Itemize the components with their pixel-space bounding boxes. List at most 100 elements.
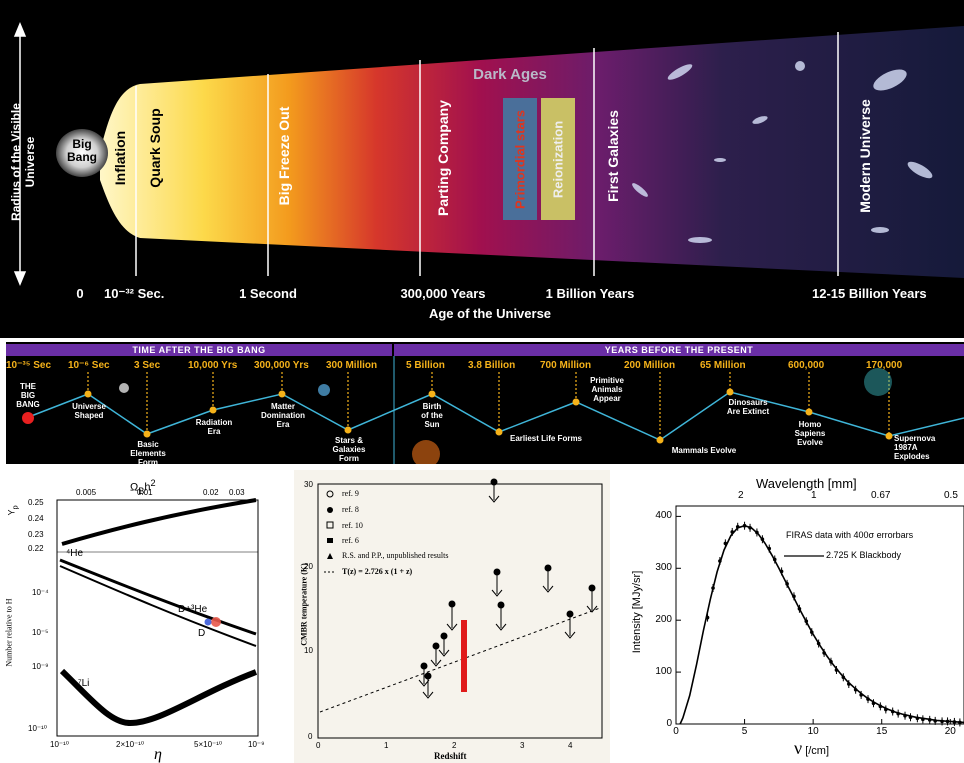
firas-x-tick-label: 10: [807, 726, 819, 737]
bbn-curve-li: ⁷Li: [78, 678, 90, 689]
strip-time-10: 200 Million: [624, 360, 676, 371]
strip-time-2: 10⁻⁶ Sec: [68, 360, 110, 371]
cosmic-history-strip: TIME AFTER THE BIG BANG YEARS BEFORE THE…: [6, 342, 964, 464]
tick-300000-years: 300,000 Years: [400, 286, 486, 301]
bbn-top-tick-4: 0.03: [229, 488, 245, 497]
firas-y-tick-label: 0: [666, 718, 672, 729]
firas-data-point: [834, 668, 839, 672]
strip-time-6: 300 Million: [326, 360, 378, 371]
strip-time-13: 170,000: [866, 360, 903, 371]
firas-chart-svg: [675, 505, 964, 727]
firas-data-point: [785, 582, 789, 586]
strip-event-dinosaurs-extinct: Dinosaurs Are Extinct: [726, 398, 770, 416]
bbn-ytick-4: 0.22: [28, 544, 44, 553]
strip-event-stars-galaxies: Stars & Galaxies Form: [332, 436, 366, 463]
cmbr-xlabel: Redshift: [434, 751, 467, 761]
bbn-top-tick-3: 0.02: [203, 488, 219, 497]
strip-event-birth-sun: Birth of the Sun: [421, 402, 443, 429]
firas-data-point: [772, 557, 777, 562]
firas-y-tick-label: 200: [655, 614, 672, 626]
firas-data-point: [735, 524, 740, 529]
firas-data-point: [908, 715, 913, 720]
bbn-ylabel-bottom: Number relative to H: [4, 598, 14, 667]
strip-time-7: 5 Billion: [406, 360, 445, 371]
firas-data-point: [705, 615, 710, 620]
firas-data-point: [853, 687, 858, 692]
firas-data-point: [884, 707, 888, 712]
firas-xlabel: ν [/cm]: [794, 738, 830, 758]
cmbr-xtick-3: 3: [520, 741, 525, 750]
firas-data-point: [748, 526, 752, 530]
firas-data-point: [890, 709, 895, 714]
firas-data-point: [921, 717, 925, 722]
bbn-ytick-1: 0.25: [28, 498, 44, 507]
bbn-xtick-1: 10⁻¹⁰: [50, 740, 69, 749]
bbn-top-tick-1: 0.005: [76, 488, 97, 497]
strip-event-earliest-life: Earliest Life Forms: [509, 434, 583, 443]
firas-data-point: [871, 701, 876, 706]
strip-event-big-bang: THE BIG BANG: [16, 382, 40, 409]
cmbr-legend-4: ref. 6: [342, 536, 359, 545]
strip-time-11: 65 Million: [700, 360, 746, 371]
bbn-ytick-5: 10⁻⁴: [32, 588, 49, 597]
cmbr-redshift-plot: ref. 9 ref. 8 ref. 10 ref. 6 R.S. and P.…: [294, 470, 610, 763]
firas-x-tick-label: 0: [673, 726, 679, 737]
firas-data-point: [927, 718, 932, 722]
firas-data-point: [816, 641, 821, 646]
firas-data-point: [915, 716, 920, 721]
strip-event-matter-domination: Matter Domination Era: [261, 402, 305, 429]
era-parting-company: Parting Company: [435, 100, 451, 216]
cmbr-legend-1: ref. 9: [342, 489, 359, 498]
firas-data-point: [958, 720, 962, 725]
universe-timeline-panel: Radius of the Visible Universe Big Bang …: [0, 0, 964, 338]
strip-time-3: 3 Sec: [134, 360, 161, 371]
cmbr-ytick-30: 30: [304, 480, 313, 489]
timeline-x-axis-label: Age of the Universe: [428, 306, 552, 321]
bbn-xlabel: η: [154, 746, 162, 763]
bbn-ytick-2: 0.24: [28, 514, 44, 523]
bbn-ytick-7: 10⁻⁹: [32, 662, 49, 671]
timeline-graphic: [0, 10, 964, 338]
strip-time-5: 300,000 Yrs: [254, 360, 309, 371]
bbn-ytick-3: 0.23: [28, 530, 44, 539]
bbn-curve-d: D: [198, 628, 206, 639]
firas-spectrum-plot: Wavelength [mm] 2 1 0.67 0.5 FIRAS data …: [616, 470, 964, 763]
era-inflation: Inflation: [112, 130, 128, 186]
firas-data-point: [767, 546, 772, 551]
era-quark-soup: Quark Soup: [147, 108, 163, 188]
firas-data-point: [940, 719, 944, 724]
bbn-top-tick-2: 0.01: [137, 488, 153, 497]
tick-12-15-billion: 12-15 Billion Years: [812, 286, 927, 301]
cmbr-xtick-2: 2: [452, 741, 457, 750]
tick-1-second: 1 Second: [239, 286, 297, 301]
strip-time-4: 10,000 Yrs: [188, 360, 238, 371]
era-reionization: Reionization: [550, 120, 566, 199]
firas-data-point: [841, 675, 846, 680]
firas-data-point: [755, 530, 759, 535]
firas-y-tick-label: 300: [655, 562, 672, 574]
firas-data-point: [878, 704, 883, 709]
timeline-y-axis-label: Radius of the Visible Universe: [9, 103, 37, 221]
cmbr-legend-5: R.S. and P.P., unpublished results: [342, 551, 449, 560]
bbn-ytick-8: 10⁻¹⁰: [28, 724, 47, 733]
cmbr-ytick-10: 10: [304, 646, 313, 655]
firas-data-point: [829, 659, 833, 664]
era-big-freeze-out: Big Freeze Out: [276, 106, 292, 206]
firas-data-point: [723, 541, 728, 546]
cmbr-xtick-4: 4: [568, 741, 573, 750]
strip-event-universe-shaped: Universe Shaped: [72, 402, 106, 420]
big-bang-glow: [56, 129, 108, 177]
firas-data-point: [742, 523, 747, 528]
strip-time-12: 600,000: [788, 360, 825, 371]
strip-time-1: 10⁻³⁵ Sec: [6, 360, 51, 371]
bbn-abundance-plot: ΩBh2 0.005 0.01 0.02 0.03 Yp Number rela…: [0, 478, 292, 763]
firas-data-point: [809, 630, 814, 634]
firas-data-point: [933, 719, 937, 723]
strip-event-basic-elements: Basic Elements Form: [130, 440, 166, 464]
bbn-xtick-4: 10⁻⁹: [248, 740, 265, 749]
cmbr-legend-3: ref. 10: [342, 521, 363, 530]
firas-ylabel: Intensity [MJy/sr]: [631, 570, 643, 654]
strip-time-8: 3.8 Billion: [468, 360, 516, 371]
firas-data-point: [797, 606, 802, 611]
firas-data-point: [711, 586, 715, 590]
